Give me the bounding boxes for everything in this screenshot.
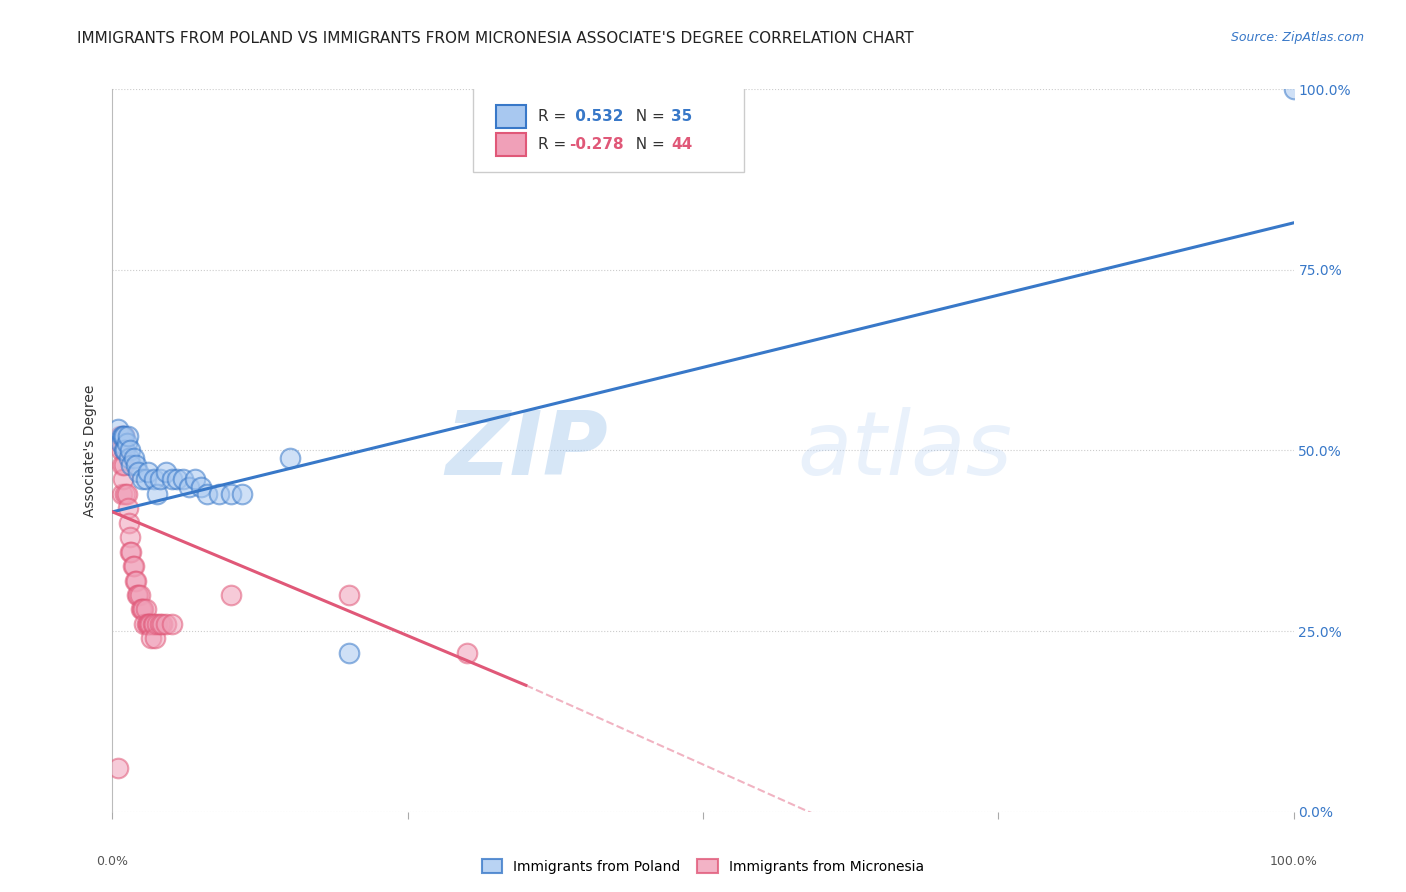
- Point: [112, 429, 135, 443]
- Point: [120, 530, 142, 544]
- Point: [127, 588, 149, 602]
- Point: [160, 472, 183, 486]
- Point: [107, 422, 129, 436]
- Point: [142, 616, 165, 631]
- Point: [120, 544, 142, 558]
- Point: [208, 487, 231, 501]
- Point: [112, 472, 135, 486]
- Bar: [496, 105, 526, 128]
- Point: [231, 487, 253, 501]
- Point: [337, 588, 360, 602]
- Text: 0.532: 0.532: [569, 109, 623, 124]
- Point: [112, 429, 135, 443]
- Point: [128, 588, 150, 602]
- Text: 100.0%: 100.0%: [1270, 855, 1317, 868]
- Point: [134, 616, 156, 631]
- Point: [149, 472, 172, 486]
- Point: [120, 443, 142, 458]
- Point: [111, 429, 134, 443]
- Text: R =: R =: [537, 137, 571, 153]
- Point: [131, 602, 153, 616]
- Point: [112, 443, 135, 458]
- Point: [166, 472, 188, 486]
- Point: [111, 458, 134, 472]
- Bar: [496, 133, 526, 156]
- Text: 0.0%: 0.0%: [97, 855, 128, 868]
- Point: [141, 632, 163, 646]
- Point: [195, 487, 218, 501]
- Point: [115, 436, 138, 450]
- Point: [219, 588, 242, 602]
- Point: [135, 472, 157, 486]
- Point: [337, 646, 360, 660]
- Point: [121, 559, 143, 574]
- Point: [122, 450, 145, 465]
- Point: [135, 602, 157, 616]
- Point: [112, 458, 135, 472]
- Point: [118, 450, 141, 465]
- Text: -0.278: -0.278: [569, 137, 624, 153]
- Point: [179, 480, 201, 494]
- Point: [127, 465, 149, 479]
- Point: [132, 602, 155, 616]
- Point: [136, 616, 159, 631]
- Point: [160, 616, 183, 631]
- Point: [136, 465, 159, 479]
- Point: [155, 616, 177, 631]
- Point: [278, 450, 301, 465]
- Point: [110, 436, 132, 450]
- Point: [142, 472, 165, 486]
- Point: [155, 465, 177, 479]
- Point: [120, 544, 142, 558]
- Point: [131, 472, 153, 486]
- Point: [146, 487, 169, 501]
- Y-axis label: Associate's Degree: Associate's Degree: [83, 384, 97, 516]
- Point: [127, 588, 149, 602]
- Point: [118, 516, 141, 530]
- Point: [125, 458, 148, 472]
- Legend: Immigrants from Poland, Immigrants from Micronesia: Immigrants from Poland, Immigrants from …: [475, 852, 931, 880]
- Point: [1282, 82, 1305, 96]
- Point: [135, 616, 157, 631]
- Point: [107, 761, 129, 775]
- Text: R =: R =: [537, 109, 571, 124]
- Point: [114, 443, 136, 458]
- Point: [219, 487, 242, 501]
- Text: N =: N =: [626, 109, 669, 124]
- Point: [122, 559, 145, 574]
- Text: IMMIGRANTS FROM POLAND VS IMMIGRANTS FROM MICRONESIA ASSOCIATE'S DEGREE CORRELAT: IMMIGRANTS FROM POLAND VS IMMIGRANTS FRO…: [77, 31, 914, 46]
- Text: Source: ZipAtlas.com: Source: ZipAtlas.com: [1230, 31, 1364, 45]
- Text: 44: 44: [671, 137, 692, 153]
- Point: [129, 602, 152, 616]
- Point: [184, 472, 207, 486]
- Point: [117, 429, 139, 443]
- Text: N =: N =: [626, 137, 669, 153]
- FancyBboxPatch shape: [472, 86, 744, 172]
- Text: ZIP: ZIP: [446, 407, 609, 494]
- Point: [114, 487, 136, 501]
- Point: [138, 616, 160, 631]
- Point: [125, 574, 148, 588]
- Point: [108, 429, 131, 443]
- Text: atlas: atlas: [797, 408, 1012, 493]
- Point: [150, 616, 173, 631]
- Point: [112, 443, 135, 458]
- Point: [456, 646, 478, 660]
- Point: [172, 472, 194, 486]
- Point: [149, 616, 172, 631]
- Text: 35: 35: [671, 109, 692, 124]
- Point: [124, 574, 146, 588]
- Point: [142, 616, 165, 631]
- Point: [111, 487, 134, 501]
- Point: [190, 480, 212, 494]
- Point: [139, 616, 162, 631]
- Point: [143, 632, 166, 646]
- Point: [120, 458, 142, 472]
- Point: [110, 443, 132, 458]
- Point: [117, 501, 139, 516]
- Point: [146, 616, 169, 631]
- Point: [112, 429, 135, 443]
- Point: [115, 487, 138, 501]
